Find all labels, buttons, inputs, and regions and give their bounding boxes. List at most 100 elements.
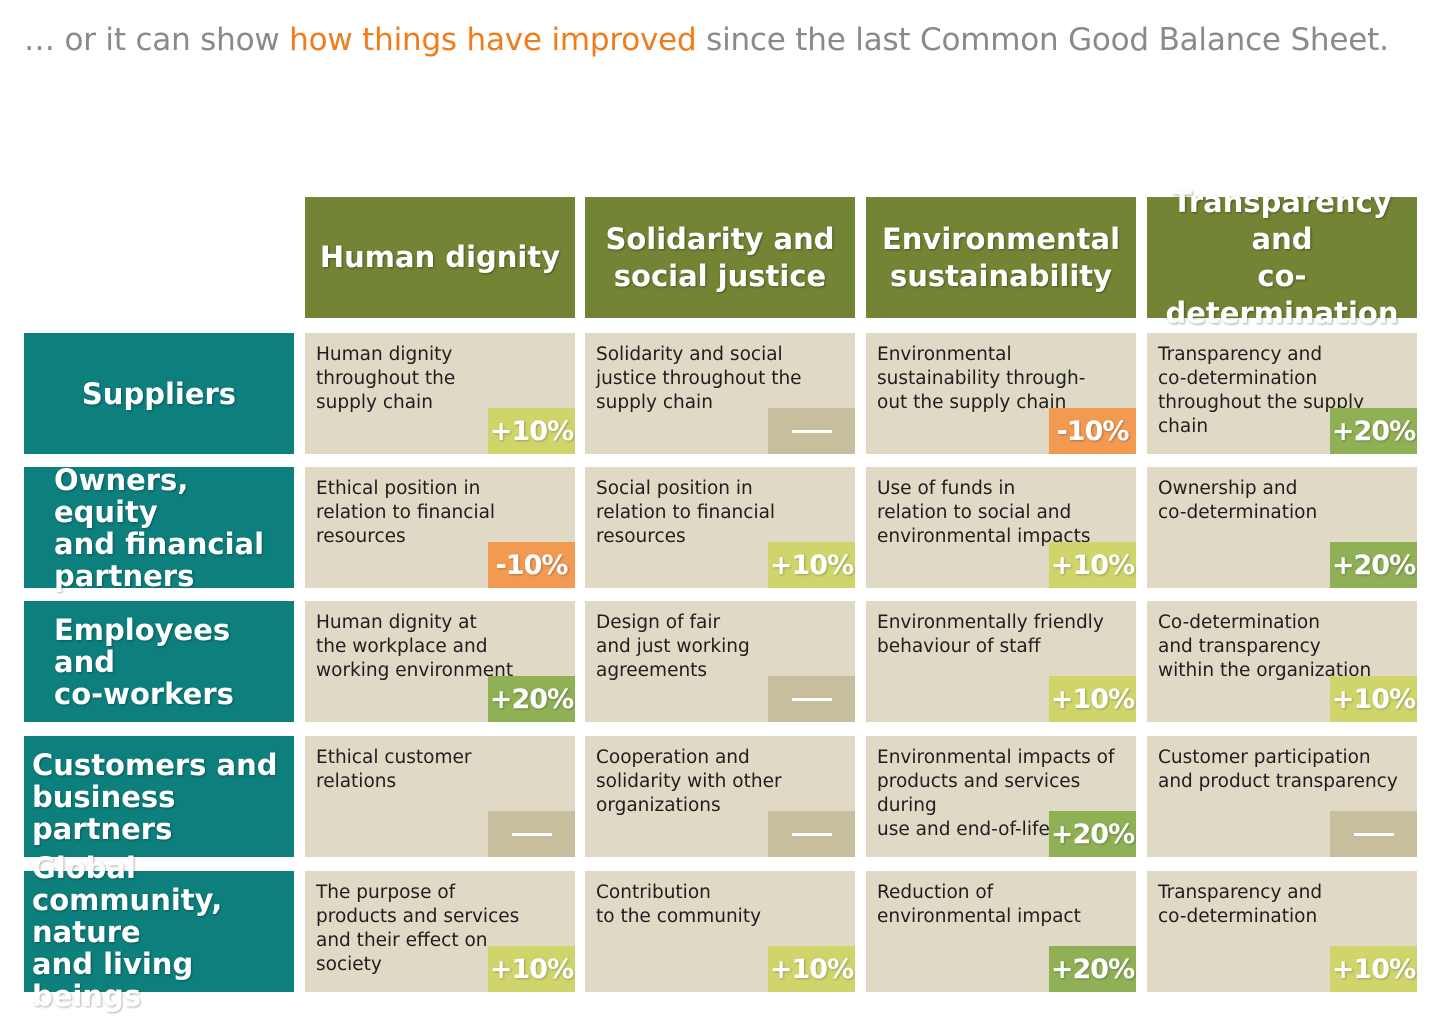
no-change-badge (768, 811, 855, 857)
column-header: Human dignity (305, 197, 575, 318)
cell-topic: Human dignity throughout the supply chain (316, 343, 565, 415)
text-line: chain (1158, 416, 1209, 437)
text-line: agreements (596, 660, 708, 681)
cell-topic: Customer participation and product transp… (1158, 746, 1407, 794)
change-badge: +10% (1049, 542, 1136, 588)
text-line: Co-determination (1158, 612, 1320, 633)
text-line: resources (316, 526, 406, 547)
text-line: Environmental (877, 344, 1012, 365)
text-line: Ethical customer (316, 747, 472, 768)
matrix-cell: Use of funds in relation to social and env… (866, 467, 1136, 588)
text-line: Solidarity and social (596, 344, 783, 365)
headline-suffix: since the last Common Good Balance Sheet… (696, 22, 1389, 58)
matrix-cell: Design of fair and just working agreements (585, 601, 855, 722)
change-badge: -10% (1049, 408, 1136, 454)
change-badge: +20% (1330, 542, 1417, 588)
change-badge: +10% (488, 946, 575, 992)
change-badge: +10% (1049, 676, 1136, 722)
text-line: and just working (596, 636, 750, 657)
matrix-cell: Human dignity throughout the supply chain +… (305, 333, 575, 454)
text-line: Owners, equity (54, 462, 189, 529)
text-line: Solidarity and (605, 221, 835, 256)
cell-topic: Environmental sustainability through-out … (877, 343, 1126, 415)
text-line: throughout the supply (1158, 392, 1365, 413)
no-change-badge (768, 676, 855, 722)
matrix-cell: Human dignity at the workplace and working… (305, 601, 575, 722)
cell-topic: Use of funds in relation to social and env… (877, 477, 1126, 549)
text-line: Environmentally friendly (877, 612, 1104, 633)
text-line: Employees and (54, 612, 231, 679)
text-line: community, nature (32, 882, 223, 949)
text-line: Ownership and (1158, 478, 1298, 499)
text-line: out the supply chain (877, 392, 1067, 413)
headline-prefix: … or it can show (24, 22, 290, 58)
column-header: Solidarity and social justice (585, 197, 855, 318)
text-line: Ethical position in (316, 478, 481, 499)
headline-highlight: how things have improved (289, 22, 697, 58)
text-line: the workplace and (316, 636, 488, 657)
no-change-badge (768, 408, 855, 454)
text-line: Customer participation (1158, 747, 1371, 768)
cell-topic: Cooperation and solidarity with other orga… (596, 746, 845, 818)
text-line: working environment (316, 660, 514, 681)
text-line: co-determination (1158, 502, 1318, 523)
text-line: Suppliers (81, 376, 237, 411)
text-line: Contribution (596, 882, 711, 903)
text-line: The purpose of (316, 882, 456, 903)
cell-topic: Reduction of environmental impact (877, 881, 1126, 929)
text-line: use and end-of-life (877, 819, 1050, 840)
text-line: behaviour of staff (877, 636, 1041, 657)
page-headline: … or it can show how things have improve… (24, 22, 1389, 58)
text-line: Human dignity (319, 240, 561, 274)
text-line: co-determination (1158, 368, 1318, 389)
text-line: Human dignity at (316, 612, 477, 633)
cell-topic: Ethical customer relations (316, 746, 565, 794)
text-line: society (316, 954, 382, 975)
matrix-cell: Ethical customer relations (305, 736, 575, 857)
text-line: Environmental impacts of (877, 747, 1115, 768)
text-line: business partners (32, 779, 176, 846)
row-header: Global community, nature and living beings (24, 852, 294, 1012)
text-line: Social position in (596, 478, 753, 499)
change-badge: -10% (488, 542, 575, 588)
cell-topic: Transparency and co-determination (1158, 881, 1407, 929)
matrix-cell: Environmental impacts of products and ser… (866, 736, 1136, 857)
change-badge: +20% (1049, 811, 1136, 857)
change-badge: +10% (768, 946, 855, 992)
text-line: within the organization (1158, 660, 1372, 681)
text-line: and transparency (1158, 636, 1321, 657)
matrix-cell: Ownership and co-determination +20% (1147, 467, 1417, 588)
change-badge: +10% (488, 408, 575, 454)
text-line: organizations (596, 795, 721, 816)
matrix-cell: Co-determination and transparency within t… (1147, 601, 1417, 722)
row-header: Customers and business partners (24, 736, 294, 857)
cell-topic: Ownership and co-determination (1158, 477, 1407, 525)
matrix-cell: Ethical position in relation to financial… (305, 467, 575, 588)
text-line: sustainability (889, 258, 1113, 293)
text-line: relations (316, 771, 397, 792)
change-badge: +20% (1049, 946, 1136, 992)
text-line: Cooperation and (596, 747, 750, 768)
change-badge: +20% (1330, 408, 1417, 454)
cell-topic: Environmentally friendly behaviour of sta… (877, 611, 1126, 659)
no-change-badge (488, 811, 575, 857)
cell-topic: Solidarity and social justice throughout … (596, 343, 845, 415)
text-line: solidarity with other (596, 771, 782, 792)
text-line: Reduction of (877, 882, 994, 903)
cell-topic: Co-determination and transparency within t… (1158, 611, 1407, 683)
change-badge: +20% (488, 676, 575, 722)
text-line: products and services (316, 906, 520, 927)
text-line: Human dignity (316, 344, 453, 365)
cell-topic: Transparency and co-determination througho… (1158, 343, 1407, 439)
text-line: resources (596, 526, 686, 547)
row-header: Employees and co-workers (24, 601, 294, 722)
change-badge: +10% (1330, 676, 1417, 722)
text-line: Use of funds in (877, 478, 1016, 499)
column-header: Transparency and co-determination (1147, 185, 1417, 330)
text-line: environmental impacts (877, 526, 1091, 547)
text-line: relation to social and (877, 502, 1072, 523)
text-line: co-determination (1165, 258, 1399, 330)
change-badge: +10% (1330, 946, 1417, 992)
text-line: relation to financial (316, 502, 496, 523)
text-line: and their effect on (316, 930, 488, 951)
